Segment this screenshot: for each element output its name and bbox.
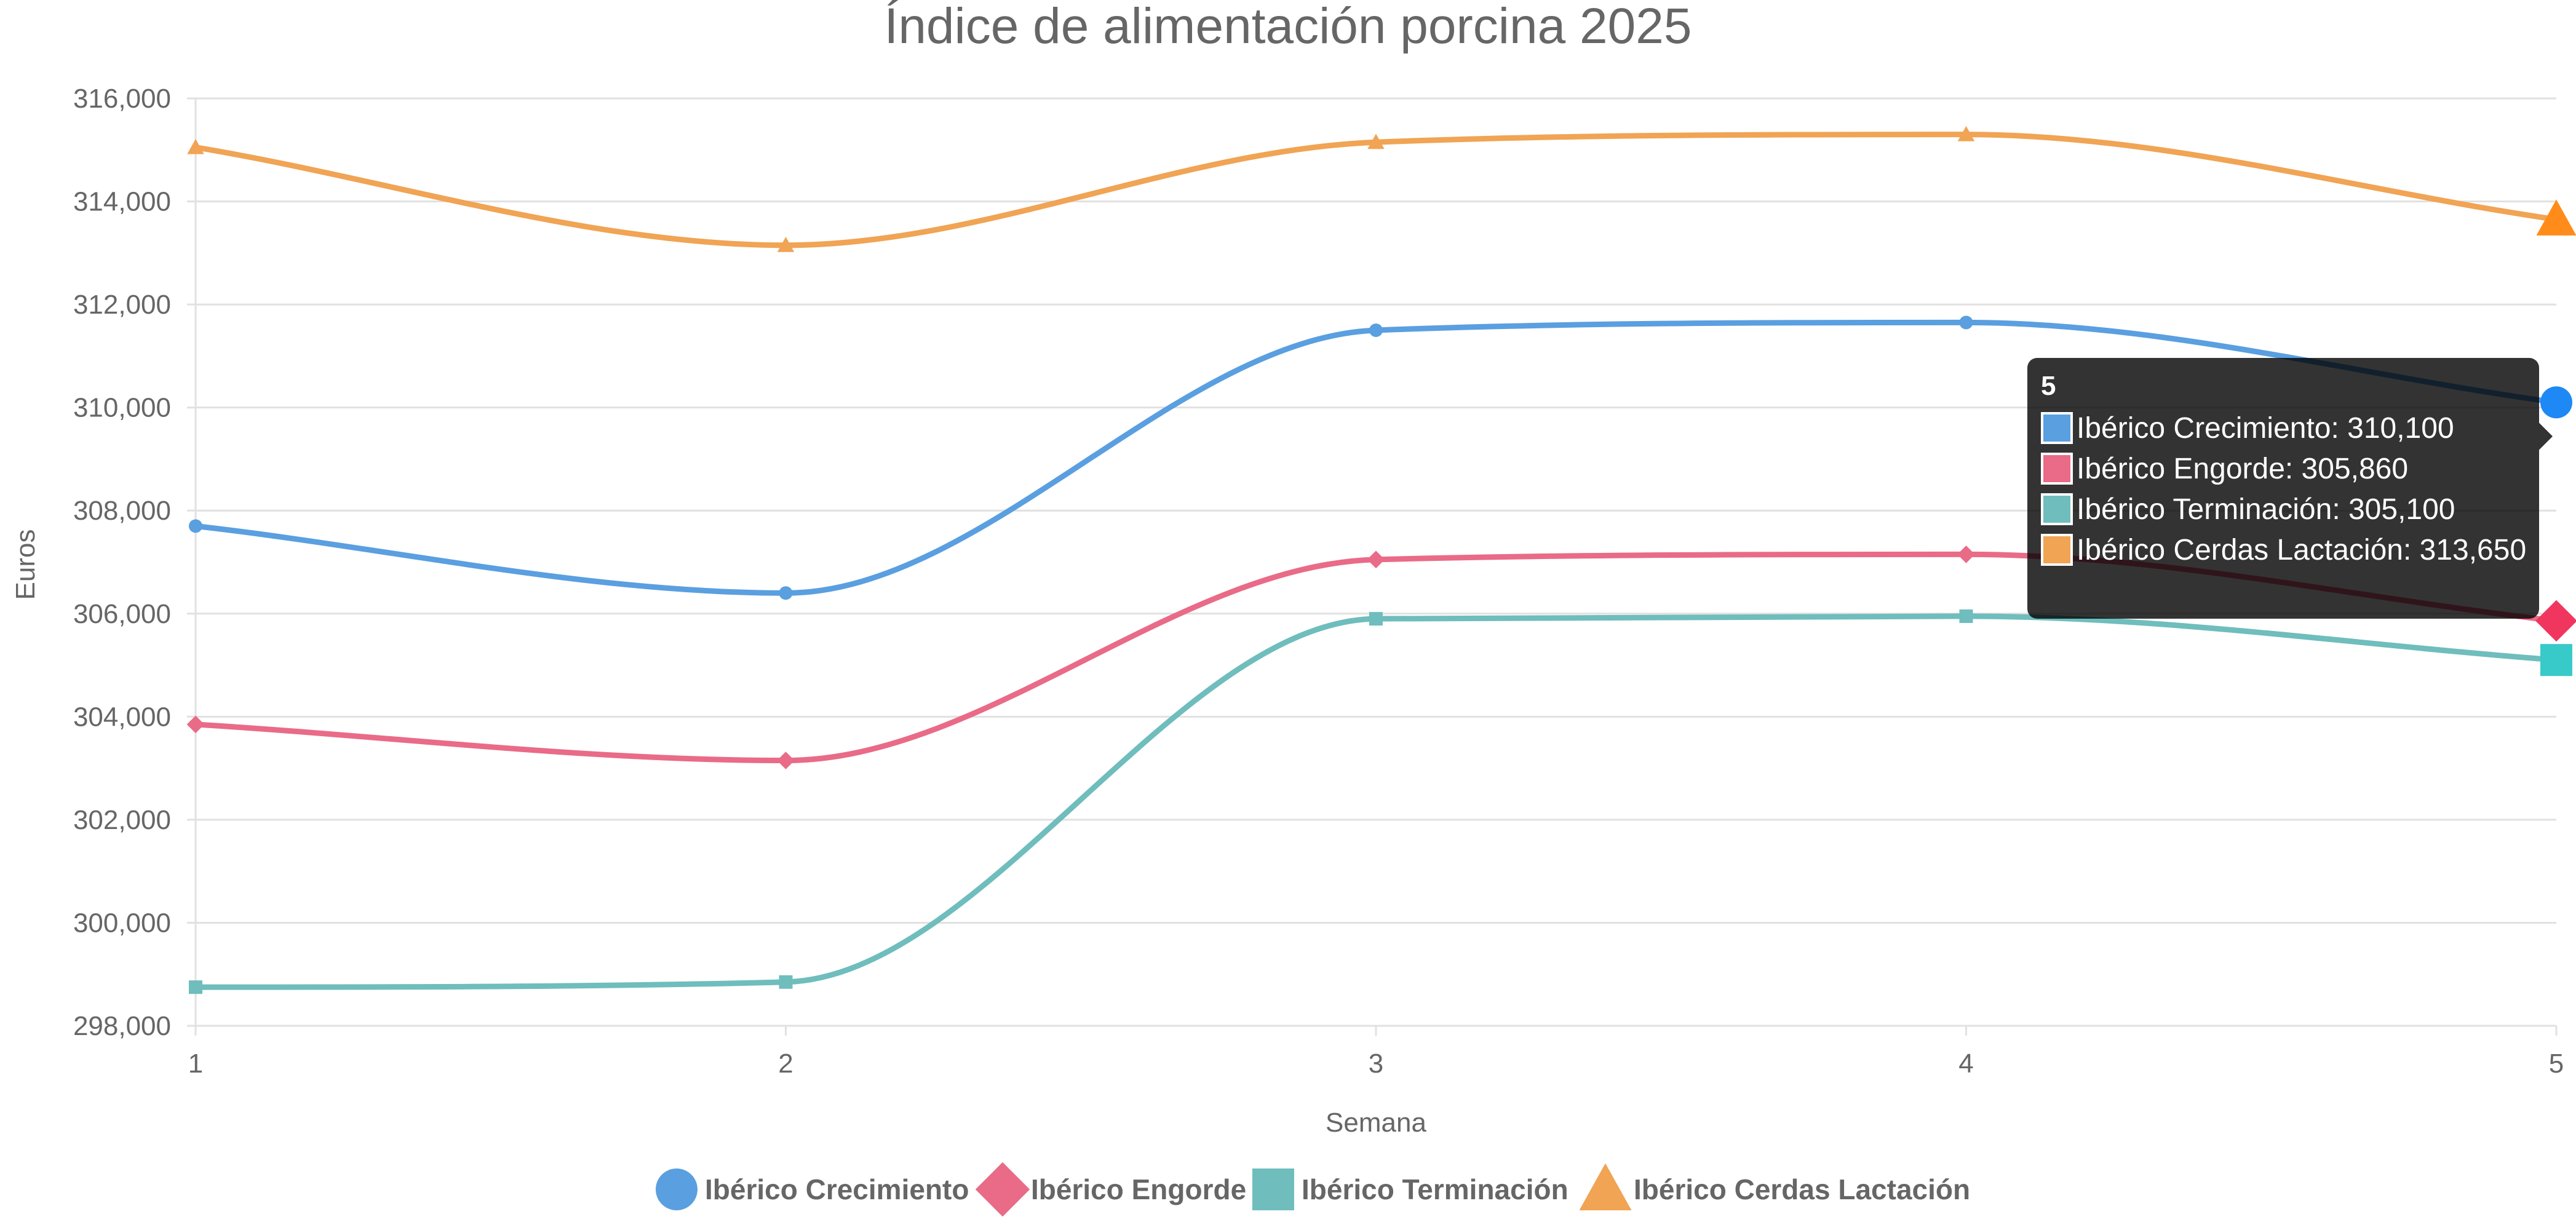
tooltip-swatch	[2041, 493, 2073, 525]
tooltip-line: Ibérico Cerdas Lactación: 313,650	[2077, 534, 2526, 566]
x-tick-label: 3	[1369, 1049, 1383, 1079]
data-point[interactable]	[1959, 609, 1973, 623]
data-point[interactable]	[1957, 125, 1975, 141]
data-point[interactable]	[186, 715, 205, 734]
tooltip-caret	[2539, 423, 2553, 450]
data-point[interactable]	[779, 586, 793, 600]
y-tick-label: 302,000	[73, 805, 171, 835]
data-point[interactable]	[187, 138, 204, 154]
chart-title: Índice de alimentación porcina 2025	[885, 0, 1692, 54]
data-point[interactable]	[2535, 600, 2576, 642]
data-point[interactable]	[1959, 315, 1973, 330]
legend-item[interactable]: Ibérico Terminación	[1252, 1168, 1568, 1210]
tooltip-line: Ibérico Engorde: 305,860	[2077, 453, 2408, 485]
y-tick-label: 306,000	[73, 599, 171, 629]
series-markers[interactable]	[186, 125, 2576, 994]
legend-marker-icon	[1579, 1163, 1632, 1210]
y-axis: 298,000 300,000 302,000 304,000 306,000 308,0…	[73, 84, 171, 1041]
series-line	[193, 319, 2559, 596]
tooltip-box	[2027, 358, 2539, 619]
data-point[interactable]	[1957, 546, 1975, 563]
tooltip-title: 5	[2041, 371, 2056, 401]
y-tick-label: 304,000	[73, 702, 171, 732]
legend-item[interactable]: Ibérico Crecimiento	[656, 1168, 969, 1210]
data-point[interactable]	[189, 980, 202, 994]
y-tick-label: 298,000	[73, 1011, 171, 1041]
x-axis: 1 2 3 4 5	[188, 1026, 2564, 1079]
series-line	[193, 613, 2559, 990]
x-tick-label: 5	[2549, 1049, 2564, 1079]
series-line	[193, 132, 2559, 248]
data-point[interactable]	[777, 752, 795, 769]
tooltip-swatch	[2041, 412, 2073, 444]
y-tick-label: 316,000	[73, 84, 171, 114]
legend-marker-icon	[975, 1162, 1030, 1217]
y-axis-title: Euros	[10, 530, 41, 600]
legend[interactable]: Ibérico Crecimiento Ibérico Engorde Ibéric…	[656, 1162, 1971, 1217]
x-axis-title: Semana	[1326, 1108, 1426, 1138]
data-point[interactable]	[1369, 612, 1383, 626]
data-point[interactable]	[779, 975, 793, 989]
legend-item[interactable]: Ibérico Engorde	[975, 1162, 1246, 1217]
y-tick-label: 300,000	[73, 908, 171, 938]
data-point[interactable]	[777, 237, 795, 252]
y-tick-label: 312,000	[73, 290, 171, 320]
legend-label: Ibérico Crecimiento	[705, 1173, 969, 1205]
legend-marker-icon	[1252, 1168, 1294, 1210]
y-tick-label: 310,000	[73, 393, 171, 423]
legend-marker-icon	[656, 1168, 698, 1210]
x-tick-label: 2	[778, 1049, 793, 1079]
x-tick-label: 1	[188, 1049, 203, 1079]
legend-label: Ibérico Terminación	[1302, 1173, 1568, 1205]
tooltip: 5 Ibérico Crecimiento: 310,100 Ibérico Eng…	[2027, 358, 2553, 619]
data-point[interactable]	[1369, 323, 1383, 337]
data-point[interactable]	[2540, 644, 2572, 676]
data-point[interactable]	[2536, 199, 2576, 236]
tooltip-swatch	[2041, 453, 2073, 485]
x-tick-label: 4	[1958, 1049, 1973, 1079]
data-point[interactable]	[1367, 133, 1385, 149]
tooltip-swatch	[2041, 534, 2073, 566]
tooltip-line: Ibérico Crecimiento: 310,100	[2077, 412, 2454, 445]
data-point[interactable]	[2540, 386, 2572, 419]
data-point[interactable]	[1367, 550, 1385, 569]
legend-label: Ibérico Engorde	[1031, 1173, 1246, 1205]
legend-label: Ibérico Cerdas Lactación	[1634, 1173, 1970, 1205]
legend-item[interactable]: Ibérico Cerdas Lactación	[1579, 1163, 1971, 1211]
data-point[interactable]	[189, 519, 202, 533]
y-tick-label: 314,000	[73, 187, 171, 217]
tooltip-line: Ibérico Terminación: 305,100	[2077, 493, 2455, 526]
y-tick-label: 308,000	[73, 496, 171, 526]
